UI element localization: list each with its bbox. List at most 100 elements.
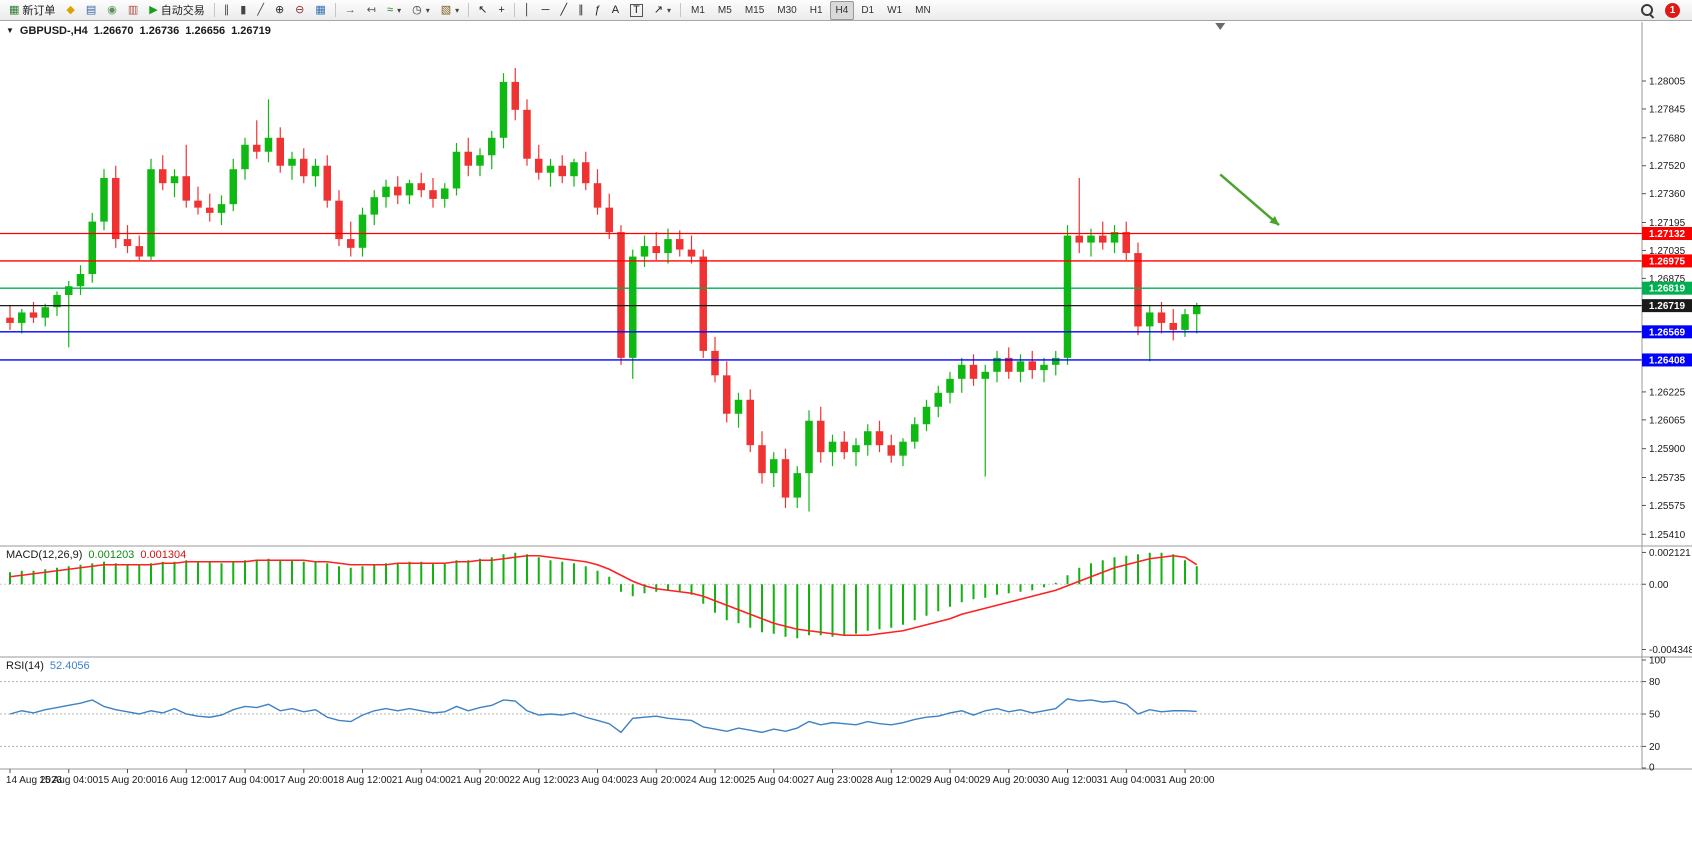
- fibonacci-icon: ƒ: [594, 3, 601, 16]
- timeframe-h1[interactable]: H1: [804, 1, 829, 20]
- profiles-button[interactable]: ▤: [81, 1, 101, 20]
- trendline-button[interactable]: ╱: [555, 1, 572, 20]
- chart-shift-marker[interactable]: [1215, 23, 1226, 30]
- x-axis-tick-label: 23 Aug 04:00: [568, 775, 627, 786]
- chart-shift-button[interactable]: ↤: [362, 1, 381, 20]
- candle-body: [664, 239, 672, 254]
- market-watch-icon: ◉: [107, 3, 117, 16]
- candlestick-mode-button[interactable]: ▮: [235, 1, 251, 20]
- ohlc-low-value: 1.26656: [185, 25, 226, 37]
- indicators-button[interactable]: ≈ ▾: [382, 1, 406, 20]
- vertical-line-button[interactable]: │: [519, 1, 536, 20]
- price-line-label[interactable]: [1642, 299, 1692, 313]
- timeframe-m15[interactable]: M15: [739, 1, 770, 20]
- candle-body: [687, 249, 696, 257]
- x-axis-tick-label: 25 Aug 04:00: [744, 775, 803, 786]
- market-watch-button[interactable]: ◉: [102, 1, 122, 20]
- price-line-label[interactable]: [1642, 281, 1692, 295]
- new-order-button[interactable]: ▦ 新订单: [4, 1, 60, 20]
- candle-body: [887, 445, 895, 456]
- timeframe-w1[interactable]: W1: [881, 1, 908, 20]
- timeframe-m5-label: M5: [717, 4, 732, 16]
- y-axis-tick-label: 1.27845: [1649, 104, 1686, 115]
- price-line-label[interactable]: [1642, 325, 1692, 339]
- candle-body: [511, 81, 519, 110]
- candle-body: [1052, 357, 1060, 365]
- data-window-button[interactable]: ▥: [123, 1, 143, 20]
- notification-badge[interactable]: 1: [1665, 2, 1680, 18]
- arrow-annotation[interactable]: [1219, 173, 1280, 227]
- candle-body: [946, 378, 954, 393]
- equidistant-channel-icon: ∥: [578, 3, 584, 16]
- one-click-trading-toggle-icon[interactable]: ▼: [6, 26, 14, 35]
- rsi-axis-tick-label: 20: [1649, 742, 1661, 753]
- horizontal-line-button[interactable]: ─: [537, 1, 555, 20]
- candle-body: [417, 183, 425, 191]
- price-line-label[interactable]: [1642, 353, 1692, 367]
- price-line-label[interactable]: [1642, 226, 1692, 240]
- tile-windows-button[interactable]: ▦: [310, 1, 330, 20]
- rsi-axis-tick-label: 80: [1649, 677, 1661, 688]
- text-label-button[interactable]: T: [625, 1, 648, 20]
- templates-button[interactable]: ▧ ▾: [436, 1, 464, 20]
- x-axis-tick-label: 15 Aug 04:00: [39, 775, 98, 786]
- rsi-axis-tick-label: 50: [1649, 710, 1661, 721]
- timeframe-h4[interactable]: H4: [829, 0, 855, 20]
- timeframe-h1-label: H1: [809, 4, 823, 16]
- candle-body: [699, 256, 707, 351]
- rsi-axis-tick-label: 100: [1649, 656, 1666, 667]
- price-line-label[interactable]: [1642, 254, 1692, 268]
- timeframe-m1[interactable]: M1: [685, 1, 711, 20]
- cursor-button[interactable]: ↖: [473, 1, 492, 20]
- macd-axis-tick-label: 0.002121: [1649, 548, 1691, 559]
- data-window-icon: ▥: [127, 3, 139, 16]
- timeframe-h4-label: H4: [835, 4, 849, 16]
- line-chart-mode-button[interactable]: ╱: [252, 1, 269, 20]
- y-axis-tick-label: 1.25735: [1649, 473, 1686, 484]
- ohlc-close-value: 1.26719: [231, 25, 271, 37]
- timeframe-m5[interactable]: M5: [712, 1, 738, 20]
- x-axis-tick-label: 23 Aug 20:00: [627, 775, 686, 786]
- macd-signal-value: 0.001304: [140, 549, 187, 561]
- candle-body: [441, 188, 449, 199]
- profiles-icon: ▤: [85, 3, 97, 16]
- zoom-in-button[interactable]: ⊕: [270, 1, 289, 20]
- candle-body: [582, 162, 590, 184]
- y-axis-tick-label: 1.28005: [1649, 77, 1686, 88]
- toolbar-separator: [680, 3, 682, 17]
- candle-body: [276, 137, 284, 166]
- candle-body: [464, 151, 472, 166]
- zoom-out-button[interactable]: ⊖: [290, 1, 309, 20]
- candle-body: [793, 473, 801, 498]
- arrows-button[interactable]: ↗ ▾: [649, 1, 676, 20]
- metaeditor-button[interactable]: ◆: [61, 1, 79, 20]
- candle-body: [899, 441, 907, 456]
- candle-body: [182, 176, 190, 201]
- candle-body: [206, 207, 214, 213]
- candle-body: [135, 246, 143, 257]
- timeframe-mn[interactable]: MN: [909, 1, 937, 20]
- macd-indicator-label: MACD(12,26,9) 0.001203 0.001304: [6, 549, 186, 561]
- toolbar-separator: [334, 3, 336, 17]
- x-axis-tick-label: 18 Aug 12:00: [333, 775, 392, 786]
- vertical-line-icon: │: [523, 3, 531, 16]
- candle-body: [429, 190, 437, 199]
- text-button[interactable]: A: [607, 1, 624, 20]
- timeframe-d1[interactable]: D1: [855, 1, 880, 20]
- timeframe-m30[interactable]: M30: [771, 1, 802, 20]
- y-axis-tick-label: 1.27035: [1649, 246, 1686, 257]
- fibonacci-button[interactable]: ƒ: [590, 1, 606, 20]
- bar-chart-mode-button[interactable]: ∥: [219, 1, 235, 20]
- candle-body: [746, 399, 754, 446]
- candle-body: [18, 312, 26, 323]
- indicators-caret-icon: ▾: [397, 5, 402, 15]
- autotrading-button[interactable]: ▶ 自动交易: [144, 1, 209, 20]
- crosshair-button[interactable]: +: [493, 1, 509, 20]
- periods-button[interactable]: ◷ ▾: [407, 1, 435, 20]
- auto-scroll-button[interactable]: →: [340, 1, 361, 20]
- candle-body: [241, 144, 249, 170]
- equidistant-channel-button[interactable]: ∥: [573, 1, 589, 20]
- search-icon[interactable]: [1640, 3, 1655, 18]
